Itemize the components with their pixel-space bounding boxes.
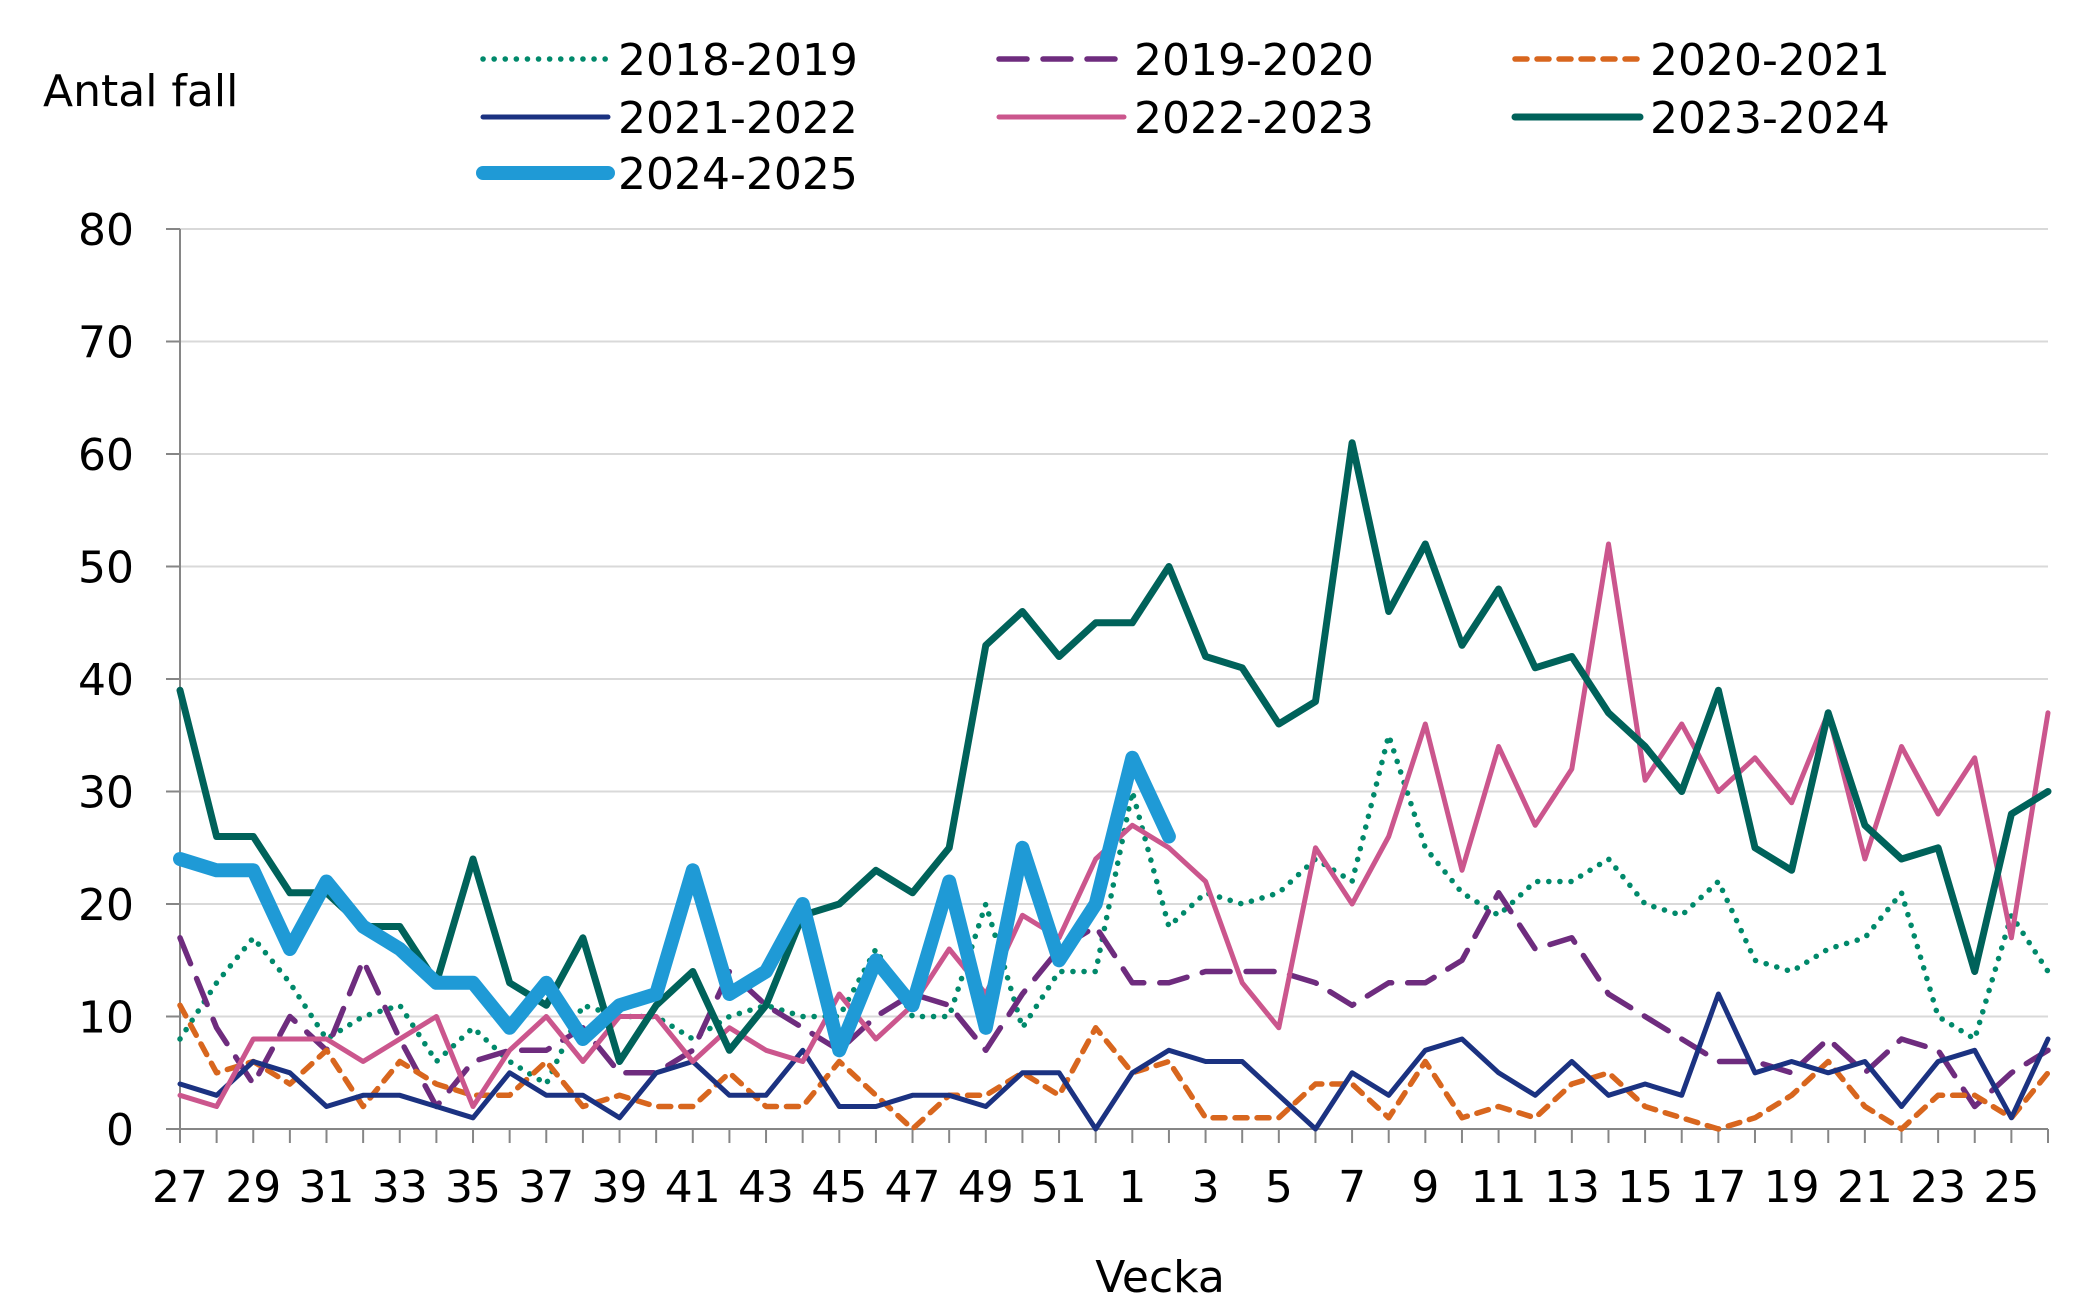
x-tick-label: 51 bbox=[1031, 1162, 1087, 1213]
legend-item: 2023-2024 bbox=[1511, 93, 1890, 144]
y-axis-label: Antal fall bbox=[43, 66, 238, 117]
y-tick-label: 10 bbox=[78, 993, 134, 1044]
x-tick-label: 27 bbox=[152, 1162, 208, 1213]
x-tick-label: 17 bbox=[1690, 1162, 1746, 1213]
legend-label: 2021-2022 bbox=[618, 93, 858, 144]
legend: 2018-2019 2019-2020 2020-2021 2021-2022 2022… bbox=[476, 35, 1890, 200]
x-tick-label: 11 bbox=[1471, 1162, 1527, 1213]
legend-label: 2018-2019 bbox=[618, 35, 858, 86]
x-tick-label: 33 bbox=[372, 1162, 428, 1213]
series-line-2018-2019 bbox=[177, 732, 2051, 1087]
x-tick-label: 23 bbox=[1910, 1162, 1966, 1213]
x-tick-label: 37 bbox=[518, 1162, 574, 1213]
y-tick-label: 80 bbox=[78, 205, 134, 256]
x-tick-label: 31 bbox=[299, 1162, 355, 1213]
series-lines bbox=[173, 439, 2052, 1132]
legend-label: 2023-2024 bbox=[1650, 93, 1890, 144]
x-tick-label: 19 bbox=[1764, 1162, 1820, 1213]
series-line-2019-2020 bbox=[177, 890, 2051, 1110]
legend-label: 2022-2023 bbox=[1134, 93, 1374, 144]
x-axis-label: Vecka bbox=[1095, 1252, 1225, 1299]
x-tick-label: 47 bbox=[885, 1162, 941, 1213]
x-tick-label: 49 bbox=[958, 1162, 1014, 1213]
x-tick-label: 35 bbox=[445, 1162, 501, 1213]
series-line-2021-2022 bbox=[177, 991, 2051, 1132]
x-tick-label: 29 bbox=[225, 1162, 281, 1213]
x-tick-label: 41 bbox=[665, 1162, 721, 1213]
y-tick-label: 60 bbox=[78, 430, 134, 481]
x-tick-label: 7 bbox=[1338, 1162, 1366, 1213]
x-tick-label: 39 bbox=[592, 1162, 648, 1213]
legend-label: 2024-2025 bbox=[618, 149, 858, 200]
y-tick-label: 40 bbox=[78, 655, 134, 706]
series-line-2023-2024 bbox=[176, 439, 2052, 1065]
x-tick-label: 15 bbox=[1617, 1162, 1673, 1213]
legend-item: 2021-2022 bbox=[480, 93, 858, 144]
gridlines bbox=[180, 228, 2048, 1018]
legend-label: 2019-2020 bbox=[1134, 35, 1374, 86]
x-tick-label: 3 bbox=[1192, 1162, 1220, 1213]
y-tick-label: 0 bbox=[106, 1105, 134, 1156]
y-tick-label: 70 bbox=[78, 318, 134, 369]
x-tick-label: 25 bbox=[1983, 1162, 2039, 1213]
y-tick-label: 30 bbox=[78, 768, 134, 819]
x-tick-label: 45 bbox=[811, 1162, 867, 1213]
legend-item: 2024-2025 bbox=[476, 149, 858, 200]
y-tick-label: 50 bbox=[78, 543, 134, 594]
x-tick-label: 43 bbox=[738, 1162, 794, 1213]
y-tick-label: 20 bbox=[78, 880, 134, 931]
legend-label: 2020-2021 bbox=[1650, 35, 1890, 86]
series-line-2024-2025 bbox=[173, 750, 1176, 1058]
x-tick-label: 9 bbox=[1411, 1162, 1439, 1213]
x-tick-label: 13 bbox=[1544, 1162, 1600, 1213]
legend-item: 2018-2019 bbox=[480, 35, 858, 86]
legend-item: 2019-2020 bbox=[996, 35, 1374, 86]
x-tick-label: 1 bbox=[1118, 1162, 1146, 1213]
x-tick-label: 21 bbox=[1837, 1162, 1893, 1213]
legend-item: 2020-2021 bbox=[1512, 35, 1890, 86]
x-tick-label: 5 bbox=[1265, 1162, 1293, 1213]
legend-item: 2022-2023 bbox=[996, 93, 1374, 144]
